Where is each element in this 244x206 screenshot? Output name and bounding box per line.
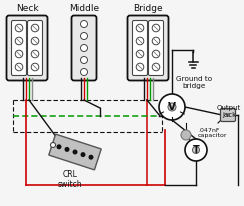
Circle shape [152, 37, 160, 45]
Circle shape [57, 144, 61, 149]
Circle shape [31, 24, 39, 32]
Circle shape [159, 94, 185, 120]
Circle shape [15, 24, 23, 32]
Text: Bridge: Bridge [133, 4, 163, 13]
Circle shape [89, 155, 93, 160]
Circle shape [136, 37, 144, 45]
Text: Output
jack: Output jack [217, 105, 241, 118]
Text: .047nF
capacitor: .047nF capacitor [198, 128, 227, 138]
Circle shape [136, 50, 144, 58]
Circle shape [81, 21, 88, 27]
Circle shape [31, 63, 39, 71]
Text: Neck: Neck [16, 4, 38, 13]
FancyBboxPatch shape [128, 15, 169, 81]
Circle shape [81, 152, 85, 157]
FancyBboxPatch shape [11, 21, 27, 76]
Circle shape [81, 33, 88, 40]
Text: CRL
switch: CRL switch [58, 170, 82, 189]
Text: T: T [193, 145, 199, 155]
Circle shape [181, 130, 191, 140]
Text: V: V [168, 102, 176, 112]
Text: Middle: Middle [69, 4, 99, 13]
Circle shape [152, 50, 160, 58]
FancyBboxPatch shape [132, 21, 148, 76]
FancyBboxPatch shape [221, 109, 235, 122]
Circle shape [15, 50, 23, 58]
Circle shape [81, 69, 88, 76]
FancyBboxPatch shape [71, 15, 96, 81]
Circle shape [226, 113, 230, 117]
Circle shape [72, 150, 78, 154]
Circle shape [15, 37, 23, 45]
Circle shape [81, 56, 88, 63]
Circle shape [51, 143, 55, 147]
FancyBboxPatch shape [28, 21, 42, 76]
Circle shape [168, 103, 176, 111]
Circle shape [136, 24, 144, 32]
Circle shape [136, 63, 144, 71]
FancyBboxPatch shape [149, 21, 163, 76]
FancyBboxPatch shape [7, 15, 48, 81]
Circle shape [15, 63, 23, 71]
Circle shape [81, 44, 88, 52]
Text: Ground to
bridge: Ground to bridge [176, 76, 212, 89]
Circle shape [152, 24, 160, 32]
Circle shape [193, 146, 200, 153]
Circle shape [152, 63, 160, 71]
Circle shape [64, 147, 70, 152]
Polygon shape [49, 134, 101, 170]
Circle shape [31, 50, 39, 58]
Circle shape [31, 37, 39, 45]
Circle shape [185, 139, 207, 161]
